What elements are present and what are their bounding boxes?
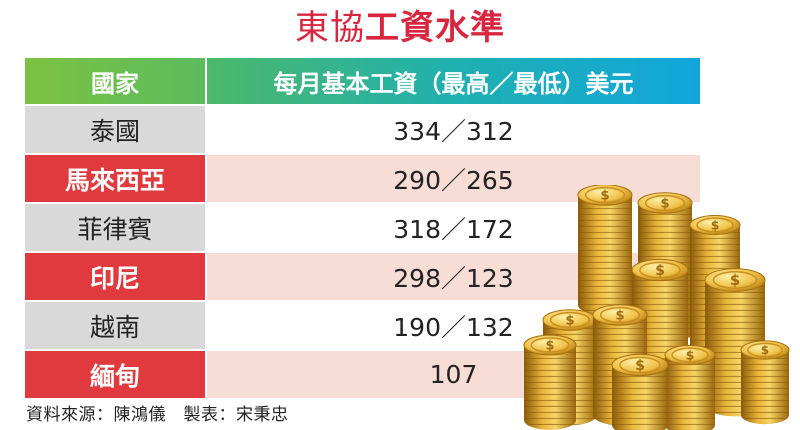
- country-cell: 緬甸: [25, 351, 207, 398]
- title-part1: 東協: [295, 8, 365, 48]
- coin-stack: $: [577, 185, 633, 316]
- dollar-icon: $: [686, 348, 695, 362]
- dollar-icon: $: [730, 272, 740, 289]
- table-row: 馬來西亞 290／265: [25, 153, 700, 202]
- table-header: 國家 每月基本工資（最高／最低）美元: [25, 58, 700, 104]
- dollar-icon: $: [615, 309, 624, 324]
- wage-cell: 334／312: [207, 106, 700, 153]
- coin-stacks-illustration: $ $ $ $ $ $ $ $ $ $ $: [523, 185, 790, 430]
- dollar-icon: $: [761, 343, 769, 357]
- header-wage: 每月基本工資（最高／最低）美元: [207, 58, 700, 104]
- dollar-icon: $: [546, 338, 555, 353]
- table-row: 泰國 334／312: [25, 104, 700, 153]
- dollar-icon: $: [660, 197, 669, 212]
- coin-stack: $: [740, 340, 790, 425]
- source-credit: 資料來源：陳鴻儀 製表：宋秉忠: [26, 405, 289, 425]
- dollar-icon: $: [655, 263, 665, 279]
- dollar-icon: $: [635, 358, 645, 374]
- country-cell: 越南: [25, 302, 207, 349]
- dollar-icon: $: [711, 218, 720, 232]
- dollar-icon: $: [565, 314, 574, 329]
- dollar-icon: $: [600, 189, 609, 204]
- page-title: 東協工資水準: [0, 6, 800, 50]
- country-cell: 泰國: [25, 106, 207, 153]
- header-country: 國家: [25, 58, 207, 104]
- coin-stack: $: [611, 353, 669, 430]
- country-cell: 印尼: [25, 253, 207, 300]
- coin-stack: $: [664, 345, 716, 430]
- country-cell: 馬來西亞: [25, 155, 207, 202]
- title-part2: 工資水準: [365, 8, 505, 48]
- coin-stack: $: [523, 334, 577, 430]
- country-cell: 菲律賓: [25, 204, 207, 251]
